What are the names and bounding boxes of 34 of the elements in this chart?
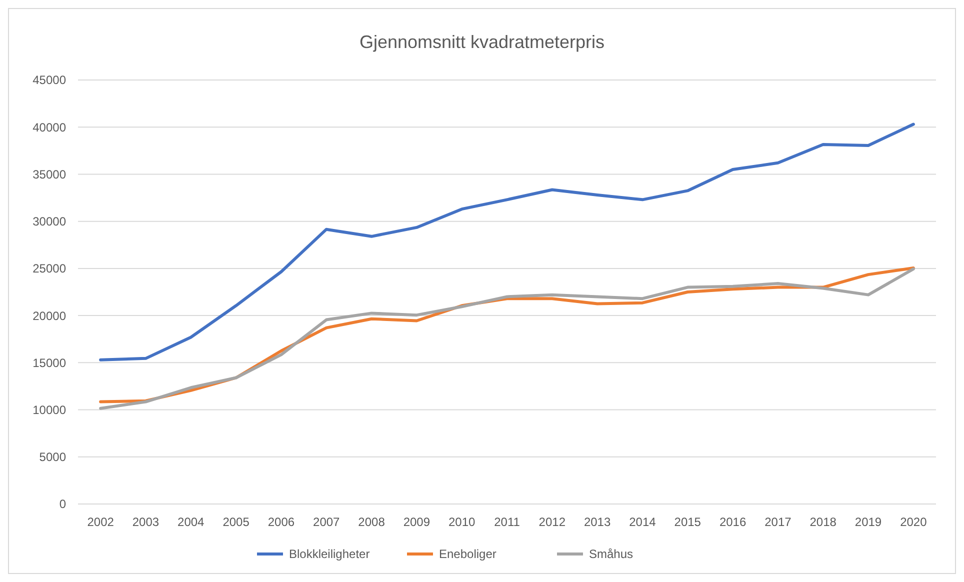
y-tick-label: 10000 [32,402,66,417]
x-tick-label: 2004 [178,515,205,529]
x-tick-label: 2015 [674,515,702,529]
x-tick-label: 2007 [313,515,340,529]
x-tick-label: 2010 [448,515,476,529]
x-tick-label: 2012 [538,515,566,529]
x-tick-label: 2017 [764,515,792,529]
x-tick-label: 2018 [810,515,837,529]
x-tick-label: 2009 [403,515,430,529]
y-tick-label: 30000 [32,214,66,229]
x-tick-label: 2005 [222,515,250,529]
y-tick-label: 0 [59,497,66,512]
y-tick-label: 5000 [39,450,66,464]
x-tick-label: 2006 [268,515,295,529]
x-tick-label: 2020 [900,515,928,529]
x-tick-label: 2003 [132,515,160,529]
x-tick-label: 2008 [358,515,386,529]
x-tick-label: 2011 [494,515,520,529]
y-tick-label: 45000 [32,73,66,88]
y-tick-label: 40000 [32,120,66,134]
x-tick-label: 2013 [584,515,611,529]
legend-label: Blokkleiligheter [289,547,370,562]
y-tick-label: 25000 [32,262,66,276]
y-tick-label: 15000 [32,356,66,370]
x-tick-label: 2014 [629,515,656,529]
x-tick-label: 2002 [87,515,114,529]
x-tick-label: 2019 [854,515,882,529]
chart-title: Gjennomsnitt kvadratmeterpris [359,32,605,52]
y-tick-label: 20000 [32,308,66,323]
legend-label: Eneboliger [439,547,496,562]
legend-label: Småhus [589,547,634,562]
y-tick-label: 35000 [32,167,66,182]
x-tick-label: 2016 [719,515,746,529]
line-series [99,122,915,362]
